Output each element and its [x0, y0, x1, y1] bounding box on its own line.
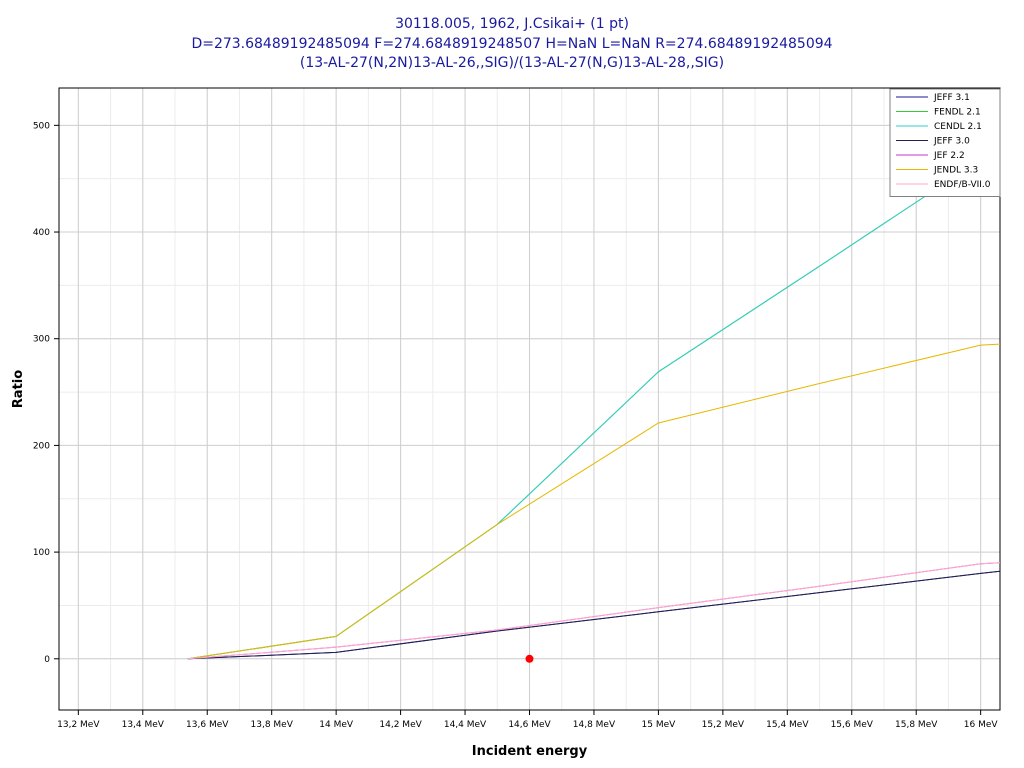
series-line — [187, 562, 1001, 660]
legend-entry: FENDL 2.1 — [934, 108, 981, 118]
legend-entry: CENDL 2.1 — [934, 122, 982, 132]
x-tick-label: 14,8 MeV — [573, 720, 616, 730]
chart-title-line-1: 30118.005, 1962, J.Csikai+ (1 pt) — [395, 16, 629, 32]
legend-entry: JEF 2.2 — [933, 151, 965, 161]
x-tick-label: 13,6 MeV — [186, 720, 229, 730]
y-tick-label: 500 — [33, 121, 50, 131]
x-tick-label: 15,4 MeV — [766, 720, 809, 730]
y-tick-label: 200 — [33, 441, 50, 451]
chart-title-line-2: D=273.68489192485094 F=274.6848919248507… — [191, 36, 833, 52]
legend-entry: ENDF/B-VII.0 — [934, 180, 991, 190]
x-tick-label: 14,4 MeV — [444, 720, 487, 730]
x-tick-label: 13,8 MeV — [251, 720, 294, 730]
legend-box — [889, 88, 1001, 197]
series-line — [187, 570, 1001, 660]
x-tick-label: 14,2 MeV — [379, 720, 422, 730]
axis-ticks: 13,2 MeV 13,4 MeV 13,6 MeV 13,8 MeV 14 MeV 14… — [33, 121, 999, 730]
x-tick-label: 13,2 MeV — [57, 720, 100, 730]
x-tick-label: 16 MeV — [964, 720, 999, 730]
legend-entry: JEFF 3.0 — [933, 137, 970, 147]
y-tick-label: 100 — [33, 548, 50, 558]
x-tick-label: 14 MeV — [319, 720, 354, 730]
x-tick-label: 15,8 MeV — [895, 720, 938, 730]
series-lines — [187, 146, 1001, 660]
series-line — [187, 343, 1001, 660]
y-axis-label: Ratio — [11, 370, 26, 408]
x-axis-label: Incident energy — [472, 744, 588, 759]
x-tick-label: 13,4 MeV — [122, 720, 165, 730]
x-tick-label: 15,2 MeV — [702, 720, 745, 730]
legend-entry: JENDL 3.3 — [933, 166, 978, 176]
major-grid — [59, 88, 1000, 710]
data-point — [525, 654, 534, 663]
x-tick-label: 15 MeV — [642, 720, 677, 730]
legend-entry: JEFF 3.1 — [933, 93, 970, 103]
y-tick-label: 0 — [44, 655, 50, 665]
data-points — [525, 654, 534, 663]
x-tick-label: 14,6 MeV — [508, 720, 551, 730]
chart-title-line-3: (13-AL-27(N,2N)13-AL-26,,SIG)/(13-AL-27(… — [299, 55, 725, 71]
x-tick-label: 15,6 MeV — [831, 720, 874, 730]
y-tick-label: 400 — [33, 228, 50, 238]
legend: JEFF 3.1 FENDL 2.1 CENDL 2.1 JEFF 3.0 JEF 2.… — [889, 88, 1001, 197]
y-tick-label: 300 — [33, 335, 50, 345]
